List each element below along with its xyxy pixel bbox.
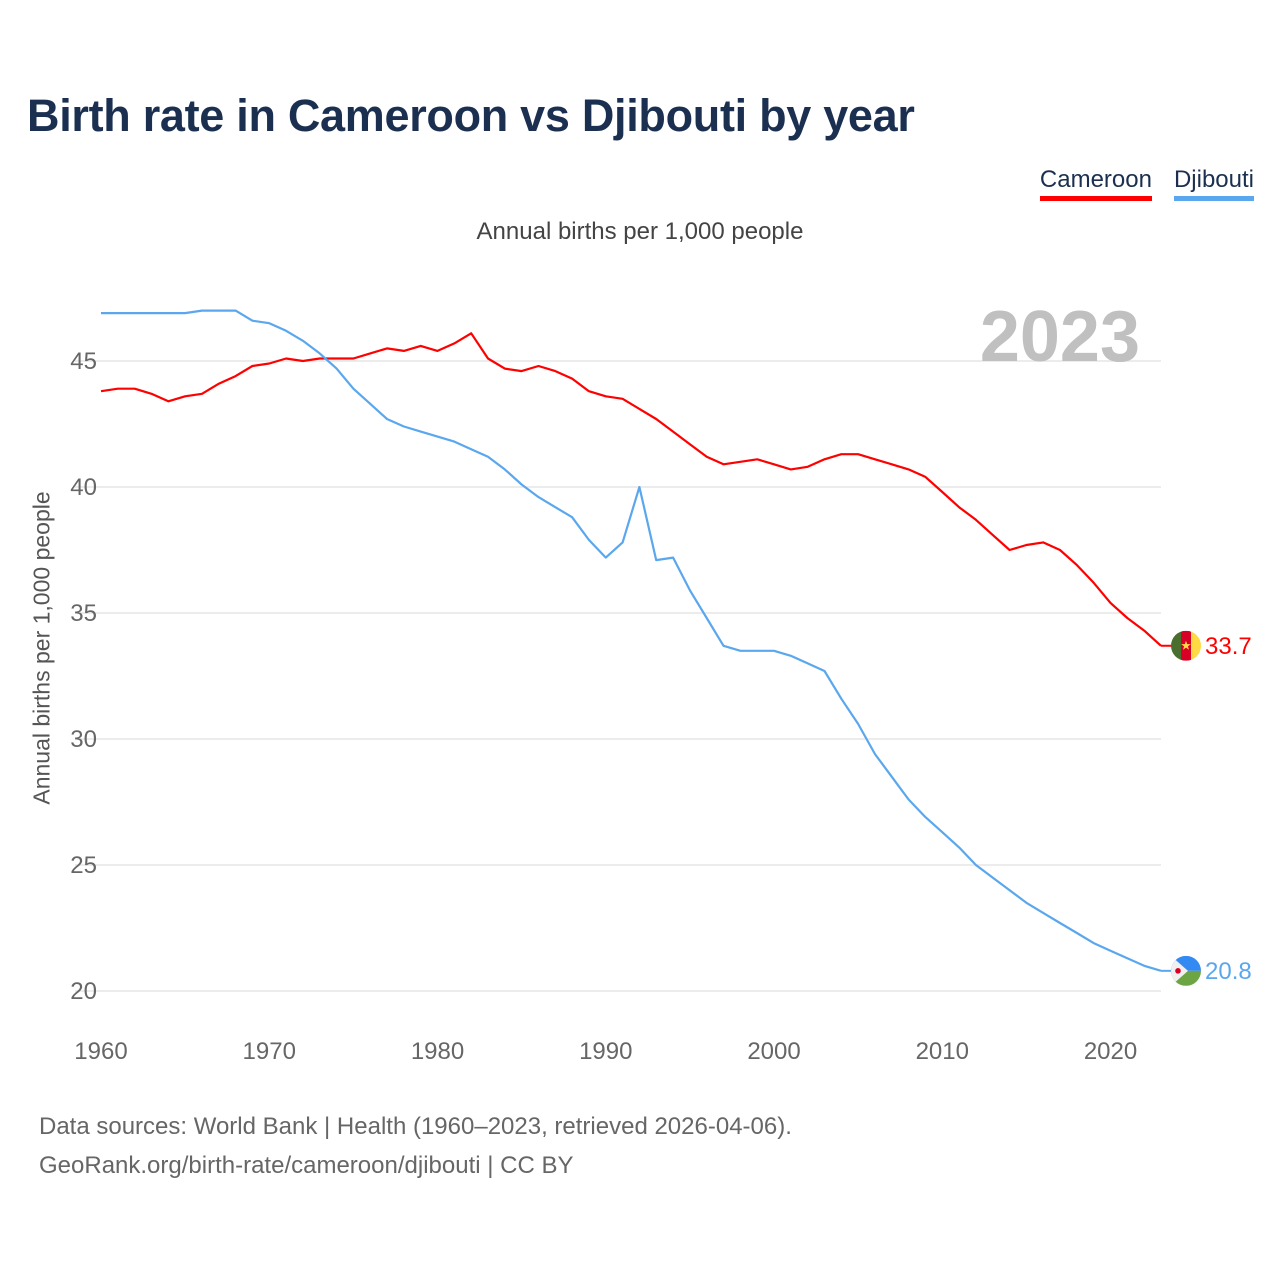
x-tick-label: 1990 [579,1038,632,1065]
last-value-label-djibouti: 20.8 [1205,958,1252,985]
source-link[interactable]: GeoRank.org/birth-rate/cameroon/djibouti… [39,1152,574,1179]
x-tick-label: 1980 [411,1038,464,1065]
year-display: 2023 [980,297,1140,377]
y-tick-label: 30 [70,726,97,753]
y-tick-label: 40 [70,474,97,501]
legend-item-djibouti[interactable]: Djibouti [1173,166,1254,201]
series-line-cameroon [100,332,1162,647]
x-tick-label: 2000 [747,1038,800,1065]
series-line-djibouti [101,309,1162,972]
last-value-label-cameroon: 33.7 [1205,633,1252,660]
legend: Cameroon Djibouti [1039,166,1254,201]
x-tick-label: 1960 [74,1038,127,1065]
djibouti-flag-icon [1171,955,1201,986]
y-tick-label: 25 [70,852,97,879]
y-tick-label: 35 [70,600,97,627]
legend-item-cameroon[interactable]: Cameroon [1039,166,1152,201]
source-note: Data sources: World Bank | Health (1960–… [39,1107,792,1185]
x-tick-label: 2020 [1084,1038,1137,1065]
x-tick-label: 2010 [916,1038,969,1065]
cameroon-flag-icon [1171,630,1201,661]
x-tick-label: 1970 [243,1038,296,1065]
chart-title: Birth rate in Cameroon vs Djibouti by ye… [27,90,915,141]
source-line: Data sources: World Bank | Health (1960–… [39,1113,792,1140]
chart-subtitle: Annual births per 1,000 people [476,218,804,245]
y-tick-label: 20 [70,978,97,1005]
y-tick-label: 45 [70,348,97,375]
